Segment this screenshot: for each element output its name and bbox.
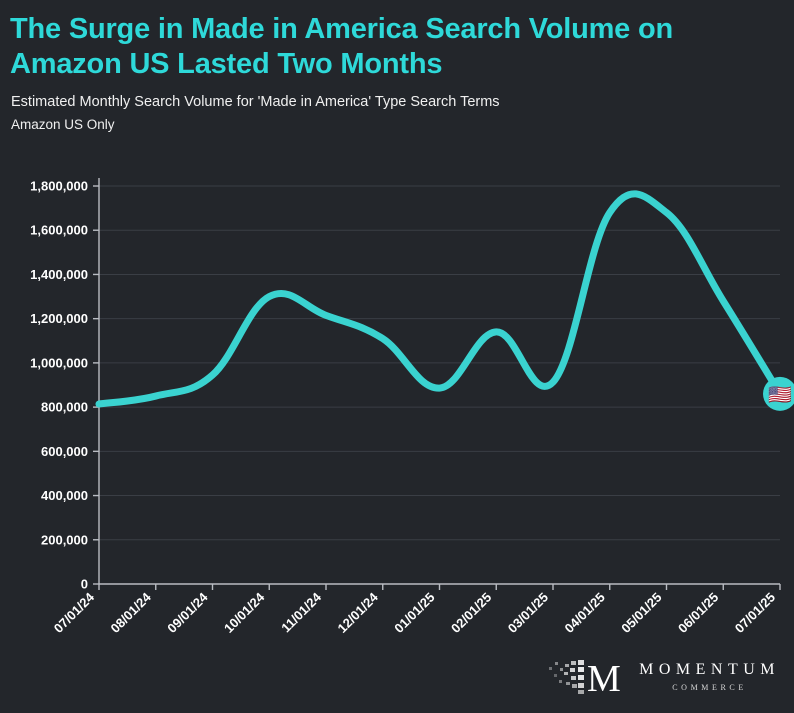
logo-name: MOMENTUM	[639, 661, 780, 678]
x-axis-group	[98, 178, 781, 590]
m-mark-svg: M	[549, 658, 621, 699]
x-axis-tick-label: 02/01/25	[448, 590, 494, 636]
x-axis-tick-label: 10/01/24	[221, 589, 268, 636]
y-axis-tick-label: 1,000,000	[30, 355, 88, 370]
y-axis-tick-label: 1,200,000	[30, 311, 88, 326]
x-axis-tick-label: 03/01/25	[505, 590, 551, 636]
x-axis-tick-label: 11/01/24	[278, 589, 324, 635]
us-flag-icon: 🇺🇸	[768, 384, 792, 406]
x-axis-tick-label: 08/01/24	[107, 589, 154, 636]
x-axis-tick-label: 05/01/25	[618, 590, 664, 636]
chart-subtitle-secondary: Amazon US Only	[11, 117, 115, 133]
y-axis-tick-label: 1,600,000	[30, 223, 88, 238]
y-axis-tick-label: 800,000	[41, 400, 88, 415]
y-axis-labels-group: 0 200,000 400,000 600,000 800,000 1,000,000 1,…	[30, 179, 88, 592]
data-series-line	[95, 190, 784, 408]
gridlines-group	[99, 185, 780, 541]
end-point-marker: 🇺🇸	[763, 376, 794, 411]
x-axis-tick-label: 04/01/25	[561, 590, 607, 636]
chart-subtitle: Estimated Monthly Search Volume for 'Mad…	[11, 93, 500, 110]
x-axis-tick-label: 06/01/25	[675, 590, 721, 636]
momentum-m-mark-icon: M	[547, 655, 625, 699]
page-title: The Surge in Made in America Search Volu…	[10, 13, 673, 81]
momentum-commerce-logo: M MOMENTUM COMMERCE	[547, 655, 780, 699]
logo-wordmark: MOMENTUM COMMERCE	[639, 662, 780, 692]
x-axis-labels-group: 07/01/24 08/01/24 09/01/24 10/01/24 11/01/24…	[51, 589, 778, 636]
x-axis-tick-label: 12/01/24	[334, 589, 381, 636]
x-axis-tick-label: 09/01/24	[164, 589, 211, 636]
y-axis-tick-label: 0	[81, 577, 88, 592]
x-axis-tick-label: 01/01/25	[391, 590, 437, 636]
chart-plot-area: 0 200,000 400,000 600,000 800,000 1,000,000 1,…	[0, 150, 794, 650]
svg-text:M: M	[587, 658, 621, 699]
x-axis-tick-label: 07/01/25	[732, 590, 778, 636]
y-axis-tick-label: 1,800,000	[30, 179, 88, 194]
x-axis-tick-label: 07/01/24	[51, 589, 98, 636]
chart-header: The Surge in Made in America Search Volu…	[0, 0, 794, 133]
y-axis-tick-label: 400,000	[41, 488, 88, 503]
end-marker-circle	[763, 376, 794, 411]
y-axis-tick-label: 600,000	[41, 444, 88, 459]
y-axis-tick-label: 200,000	[41, 532, 88, 547]
y-tick-marks-group	[93, 185, 99, 585]
logo-subtitle: COMMERCE	[672, 683, 747, 692]
line-chart: 0 200,000 400,000 600,000 800,000 1,000,000 1,…	[30, 178, 794, 636]
y-axis-tick-label: 1,400,000	[30, 267, 88, 282]
